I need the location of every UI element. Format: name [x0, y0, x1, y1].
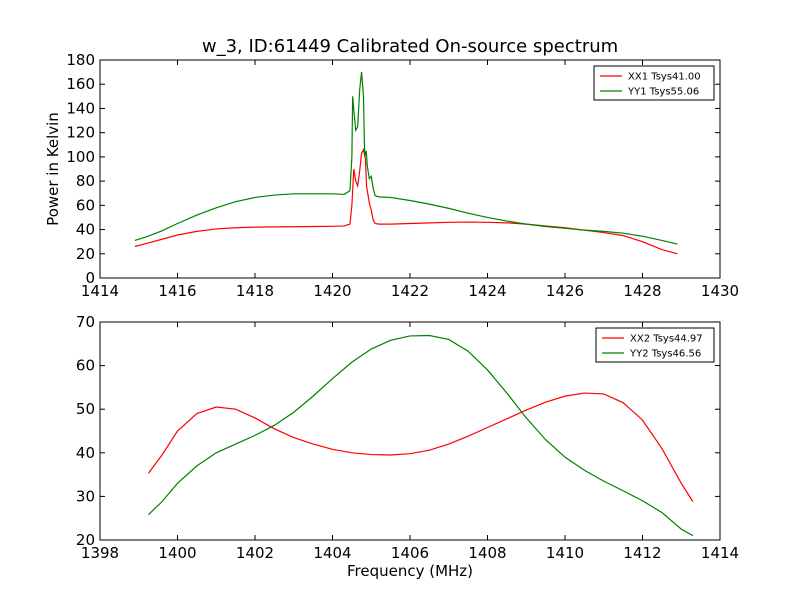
- legend-label: XX2 Tsys44.97: [630, 334, 703, 345]
- series-line-yy1: [134, 72, 678, 245]
- legend-box: [595, 327, 715, 363]
- y-tick-label: 40: [76, 444, 95, 462]
- x-tick-label: 1406: [391, 544, 429, 562]
- x-tick-label: 1404: [313, 544, 351, 562]
- legend: XX1 Tsys41.00 YY1 Tsys55.06: [593, 65, 715, 101]
- x-tick-label: 1428: [623, 282, 661, 300]
- series-line-xx2: [147, 392, 694, 502]
- y-axis-label: Power in Kelvin: [44, 112, 62, 226]
- top-plot: 1414 1416 1418 1420 1422 1424 1426 1428 1430 0 20 4…: [44, 51, 739, 300]
- series-line-yy2: [148, 334, 694, 537]
- y-tick-label: 0: [85, 269, 95, 287]
- x-tick-label: 1402: [236, 544, 274, 562]
- x-tick-label: 1400: [158, 544, 196, 562]
- x-tick-label: 1416: [158, 282, 196, 300]
- chart-title: w_3, ID:61449 Calibrated On-source spect…: [202, 36, 618, 57]
- x-tick-label: 1424: [468, 282, 506, 300]
- y-tick-label: 70: [76, 313, 95, 331]
- y-tick-label: 60: [76, 196, 95, 214]
- x-tick-label: 1422: [391, 282, 429, 300]
- y-tick-label: 100: [66, 148, 95, 166]
- x-axis-label: Frequency (MHz): [347, 562, 473, 580]
- y-tick-label: 60: [76, 357, 95, 375]
- y-tick-label: 180: [66, 51, 95, 69]
- legend-box: [593, 65, 715, 101]
- y-tick-label: 160: [66, 75, 95, 93]
- x-tick-label: 1430: [701, 282, 739, 300]
- y-tick-label: 30: [76, 487, 95, 505]
- legend-label: YY2 Tsys46.56: [629, 349, 701, 360]
- x-tick-label: 1418: [236, 282, 274, 300]
- y-tick-label: 20: [76, 531, 95, 549]
- x-tick-label: 1426: [546, 282, 584, 300]
- legend-label: XX1 Tsys41.00: [628, 72, 701, 83]
- x-tick-label: 1412: [623, 544, 661, 562]
- y-tick-label: 140: [66, 99, 95, 117]
- bottom-plot: 1398 1400 1402 1404 1406 1408 1410 1412 1414 20 30…: [76, 313, 739, 580]
- x-tick-label: 1414: [81, 282, 119, 300]
- y-tick-label: 20: [76, 245, 95, 263]
- x-tick-label: 1414: [701, 544, 739, 562]
- x-tick-label: 1420: [313, 282, 351, 300]
- y-tick-label: 80: [76, 172, 95, 190]
- y-tick-label: 120: [66, 124, 95, 142]
- x-tick-label: 1408: [468, 544, 506, 562]
- x-tick-label: 1398: [81, 544, 119, 562]
- legend-label: YY1 Tsys55.06: [627, 87, 699, 98]
- y-tick-label: 50: [76, 400, 95, 418]
- y-tick-label: 40: [76, 221, 95, 239]
- x-tick-label: 1410: [546, 544, 584, 562]
- legend: XX2 Tsys44.97 YY2 Tsys46.56: [595, 327, 715, 363]
